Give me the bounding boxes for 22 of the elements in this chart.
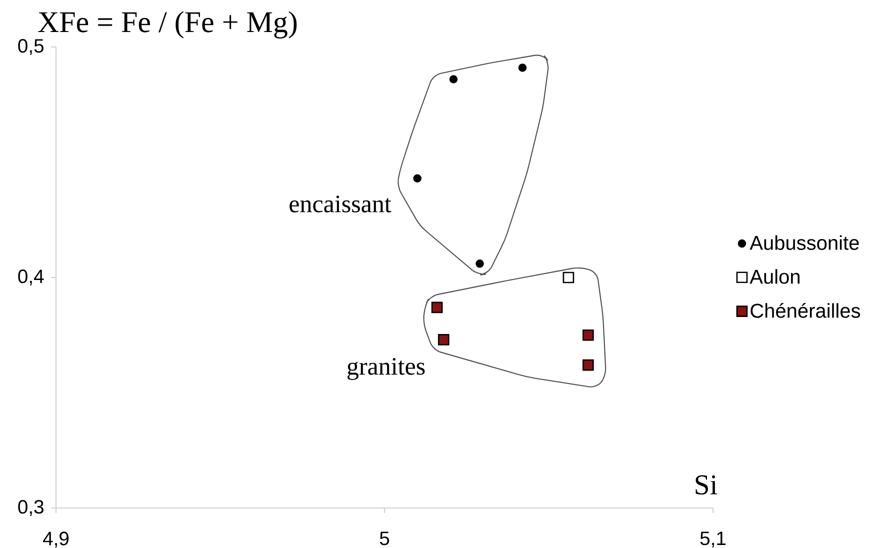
- legend-label: Aulon: [750, 269, 800, 284]
- point: [431, 302, 443, 314]
- point: [582, 329, 594, 341]
- point: [413, 174, 422, 183]
- legend-label: Chénérailles: [750, 302, 860, 318]
- point: [518, 64, 527, 72]
- annotation: encaissant: [290, 196, 392, 212]
- point: [476, 260, 484, 268]
- y-tick-label: 0,5: [18, 38, 44, 55]
- point: [582, 359, 594, 371]
- point: [438, 334, 450, 346]
- x-axis-title: Si: [696, 475, 718, 495]
- legend-label: Aubussonite: [750, 235, 859, 250]
- annotation: granites: [348, 358, 425, 380]
- x-tick-label: 5,1: [700, 532, 726, 548]
- point: [449, 75, 458, 84]
- x-tick-label: 4,9: [43, 532, 69, 548]
- y-tick-label: 0,3: [18, 500, 44, 516]
- y-tick-label: 0,4: [18, 269, 44, 286]
- x-tick-label: 5: [380, 532, 390, 546]
- point: [562, 272, 574, 284]
- y-axis-title: XFe = Fe / (Fe + Mg): [38, 11, 297, 39]
